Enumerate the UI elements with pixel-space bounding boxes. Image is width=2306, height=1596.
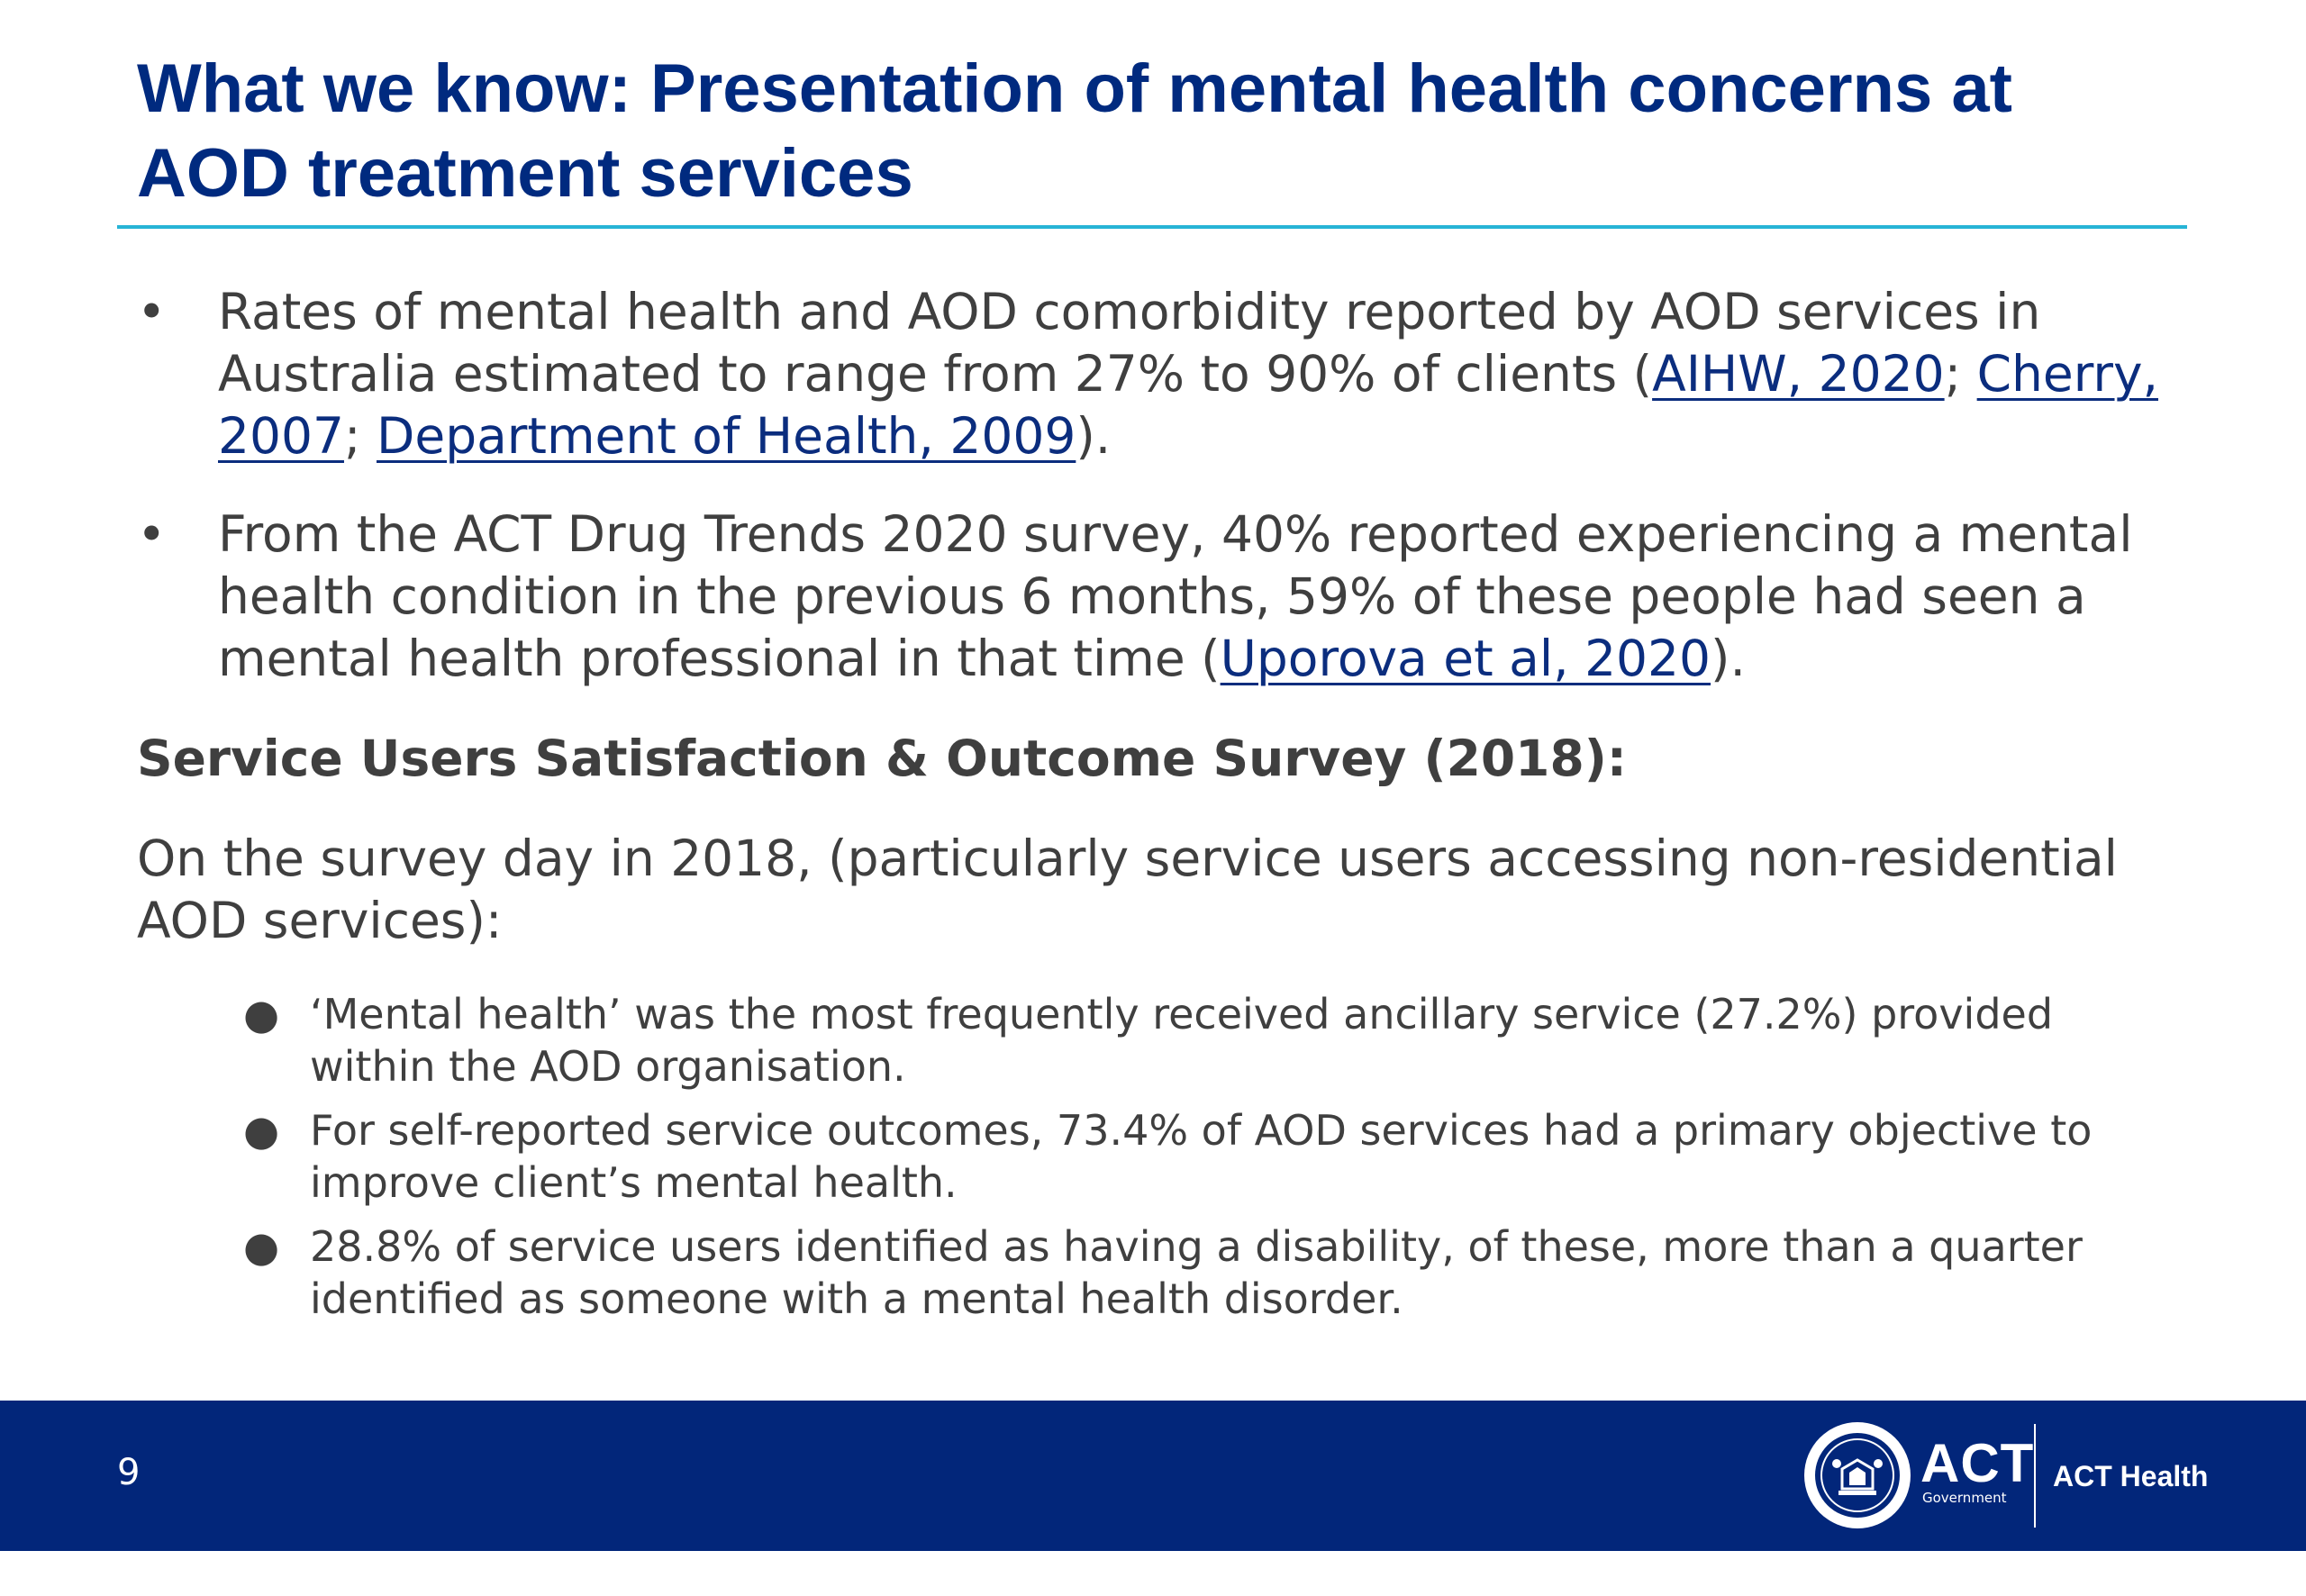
slide-footer: 9 ACT Government ACT Health bbox=[0, 1401, 2306, 1551]
link-aihw-2020[interactable]: AIHW, 2020 bbox=[1652, 345, 1945, 403]
finding-service-outcomes: ● For self-reported service outcomes, 73… bbox=[243, 1104, 2171, 1209]
slide-title-line-1: What we know: Presentation of mental hea… bbox=[137, 50, 2012, 127]
act-government-crest-icon bbox=[1804, 1422, 1911, 1528]
slide-title: What we know: Presentation of mental hea… bbox=[137, 47, 2209, 216]
bullet-marker: • bbox=[137, 505, 167, 563]
bullet-text: From the ACT Drug Trends 2020 survey, 40… bbox=[218, 505, 2133, 687]
link-uporova-2020[interactable]: Uporova et al, 2020 bbox=[1220, 630, 1711, 687]
finding-mental-health-service: ● ‘Mental health’ was the most frequentl… bbox=[243, 988, 2171, 1093]
citation-separator: ; bbox=[343, 407, 377, 465]
logo-divider bbox=[2034, 1424, 2036, 1528]
bullet-marker: • bbox=[137, 283, 167, 340]
act-logo-text: ACT bbox=[1920, 1433, 2035, 1493]
survey-subheading: Service Users Satisfaction & Outcome Sur… bbox=[137, 730, 1627, 787]
bullet-act-drug-trends: • From the ACT Drug Trends 2020 survey, … bbox=[137, 503, 2164, 690]
bullet-marker: ● bbox=[243, 1106, 280, 1155]
bullet-text-end: ). bbox=[1076, 407, 1112, 465]
citation-separator: ; bbox=[1944, 345, 1977, 403]
finding-text: For self-reported service outcomes, 73.4… bbox=[310, 1106, 2093, 1207]
finding-text: 28.8% of service users identified as hav… bbox=[310, 1222, 2083, 1323]
survey-intro-text: On the survey day in 2018, (particularly… bbox=[137, 830, 2118, 949]
finding-text: ‘Mental health’ was the most frequently … bbox=[310, 990, 2054, 1091]
bullet-text: Rates of mental health and AOD comorbidi… bbox=[218, 283, 2041, 403]
link-department-of-health-2009[interactable]: Department of Health, 2009 bbox=[377, 407, 1076, 465]
government-logo-text: Government bbox=[1922, 1490, 2007, 1506]
link-cherry-2007[interactable]: Cherry, 2007 bbox=[218, 345, 2159, 465]
bullet-marker: ● bbox=[243, 1222, 280, 1271]
bullet-comorbidity-rates: • Rates of mental health and AOD comorbi… bbox=[137, 281, 2164, 467]
survey-findings-list: ● ‘Mental health’ was the most frequentl… bbox=[243, 988, 2171, 1337]
title-underline-rule bbox=[117, 225, 2187, 229]
main-bullet-list: • Rates of mental health and AOD comorbi… bbox=[137, 281, 2164, 726]
slide-title-line-2: AOD treatment services bbox=[137, 135, 913, 212]
act-health-label: ACT Health bbox=[2053, 1460, 2209, 1492]
finding-disability: ● 28.8% of service users identified as h… bbox=[243, 1220, 2171, 1325]
bullet-text-end: ). bbox=[1711, 630, 1746, 687]
page-number: 9 bbox=[117, 1452, 141, 1493]
bullet-marker: ● bbox=[243, 990, 280, 1038]
